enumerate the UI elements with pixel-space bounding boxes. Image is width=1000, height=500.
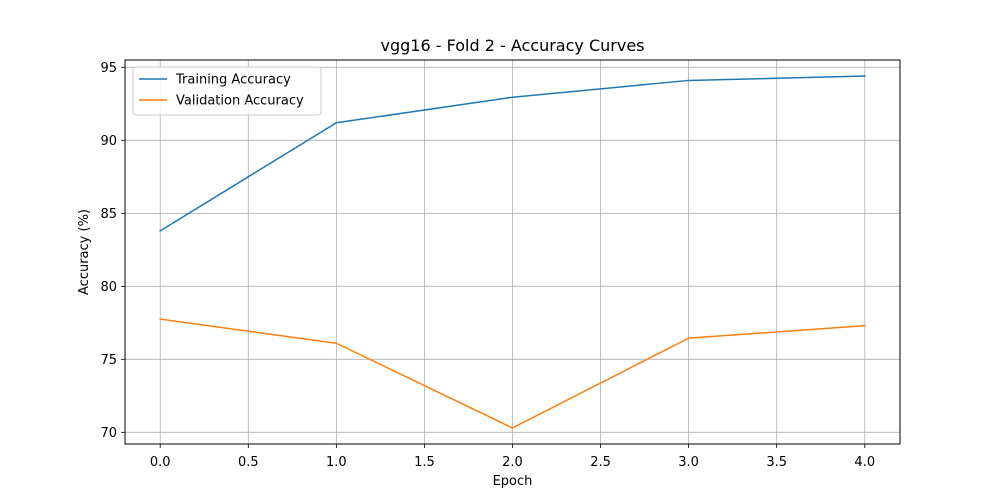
legend: Training Accuracy Validation Accuracy — [132, 66, 322, 116]
x-tick-label: 4.0 — [854, 455, 875, 470]
legend-box — [132, 66, 322, 116]
legend-label-0: Training Accuracy — [175, 73, 291, 88]
y-tick-label: 95 — [100, 61, 117, 76]
y-tick-label: 85 — [100, 207, 117, 222]
grid-lines — [125, 60, 900, 444]
x-tick-label: 1.0 — [326, 455, 347, 470]
series-lines — [159, 75, 866, 429]
x-tick-label: 2.0 — [502, 455, 523, 470]
x-tick-label: 3.5 — [766, 455, 787, 470]
series-line-1 — [159, 318, 866, 429]
legend-label-1: Validation Accuracy — [176, 94, 304, 109]
x-axis-label: Epoch — [493, 474, 533, 489]
y-tick-label: 70 — [100, 426, 117, 441]
series-line-0 — [159, 75, 866, 232]
x-tick-label: 0.0 — [150, 455, 171, 470]
x-tick-label: 2.5 — [590, 455, 611, 470]
y-tick-label: 80 — [100, 280, 117, 295]
x-tick-label: 3.0 — [678, 455, 699, 470]
y-axis-ticks: 70 75 80 85 90 95 — [100, 61, 125, 441]
y-tick-label: 75 — [100, 353, 117, 368]
x-axis-ticks: 0.0 0.5 1.0 1.5 2.0 2.5 3.0 3.5 4.0 — [150, 444, 875, 470]
chart-title: vgg16 - Fold 2 - Accuracy Curves — [381, 36, 645, 55]
x-tick-label: 1.5 — [414, 455, 435, 470]
x-tick-label: 0.5 — [238, 455, 259, 470]
y-axis-label: Accuracy (%) — [77, 209, 92, 295]
y-tick-label: 90 — [100, 134, 117, 149]
